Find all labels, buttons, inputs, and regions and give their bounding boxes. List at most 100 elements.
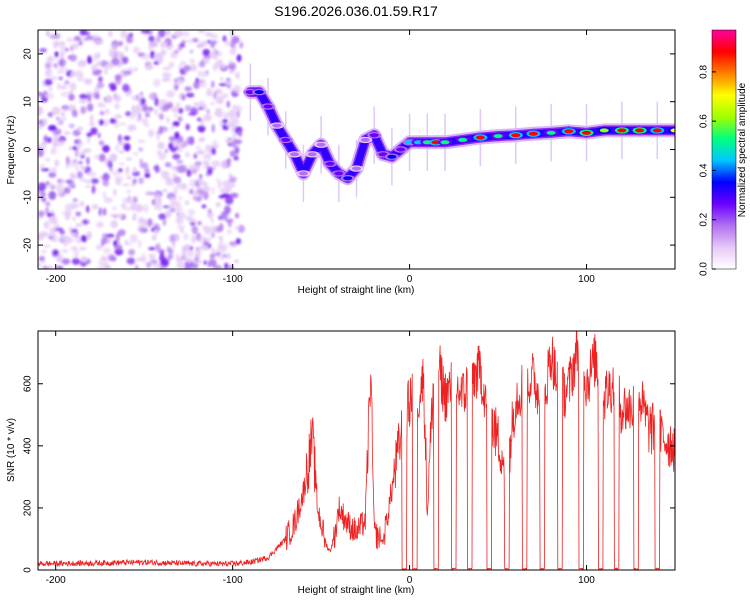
noise-speckle: [229, 30, 235, 38]
noise-speckle: [48, 183, 54, 188]
ridge-point: [413, 140, 423, 145]
x-tick-label: -200: [46, 575, 66, 586]
noise-speckle: [186, 136, 192, 144]
noise-speckle: [78, 40, 83, 46]
noise-speckle: [184, 86, 192, 92]
noise-speckle: [221, 243, 228, 252]
noise-speckle: [168, 136, 176, 142]
noise-speckle: [184, 200, 190, 206]
noise-speckle: [172, 121, 180, 127]
noise-speckle: [170, 125, 175, 130]
noise-speckle: [89, 114, 94, 123]
noise-speckle: [38, 255, 45, 262]
noise-speckle: [143, 204, 149, 213]
noise-speckle: [54, 141, 59, 148]
noise-speckle: [102, 145, 110, 153]
noise-speckle: [95, 62, 102, 67]
noise-speckle: [157, 141, 165, 150]
noise-speckle: [121, 183, 130, 187]
noise-speckle: [60, 41, 66, 46]
y-tick-label: 0: [23, 567, 34, 573]
noise-speckle: [56, 138, 63, 142]
ridge-point: [245, 90, 255, 95]
noise-speckle: [38, 106, 44, 115]
noise-speckle: [217, 180, 222, 189]
noise-speckle: [38, 142, 42, 147]
noise-speckle: [63, 242, 68, 247]
snr-y-label: SNR (10 * v/v): [6, 418, 17, 482]
noise-speckle: [228, 109, 236, 118]
noise-speckle: [176, 182, 185, 189]
noise-speckle: [80, 178, 86, 182]
noise-speckle: [65, 156, 70, 165]
ridge-point: [493, 134, 503, 139]
chart-title: S196.2026.036.01.59.R17: [274, 3, 438, 19]
noise-speckle: [233, 156, 239, 161]
noise-speckle: [180, 60, 187, 66]
noise-speckle: [176, 212, 180, 217]
noise-speckle: [159, 102, 163, 111]
noise-speckle: [224, 196, 234, 205]
noise-speckle: [56, 116, 60, 120]
ridge-point: [316, 142, 326, 147]
noise-speckle: [176, 160, 184, 164]
noise-speckle: [219, 77, 224, 82]
noise-speckle: [103, 197, 113, 204]
y-tick-label: 20: [23, 48, 34, 60]
noise-speckle: [201, 204, 207, 209]
noise-speckle: [77, 61, 86, 67]
colorbar-label: Normalized spectral amplitude: [737, 82, 748, 217]
noise-speckle: [153, 53, 162, 62]
colorbar: 0.0 0.2 0.4 0.6 0.8 Normalized spectral ampl…: [699, 29, 748, 276]
noise-speckle: [211, 248, 215, 253]
noise-speckle: [50, 238, 59, 242]
noise-speckle: [173, 50, 180, 54]
noise-speckle: [118, 122, 127, 126]
noise-speckle: [177, 107, 184, 114]
noise-speckle: [71, 232, 75, 238]
noise-speckle: [67, 55, 73, 60]
colorbar-tick-label: 0.0: [699, 262, 710, 276]
noise-speckle: [104, 174, 110, 180]
spectrogram-x-label: Height of straight line (km): [298, 285, 415, 296]
noise-speckle: [61, 106, 70, 112]
snr-frame: [37, 330, 676, 571]
noise-speckle: [213, 252, 222, 257]
noise-speckle: [183, 243, 191, 249]
noise-speckle: [128, 32, 134, 38]
noise-speckle: [38, 124, 44, 130]
noise-speckle: [67, 182, 76, 187]
noise-speckle: [75, 165, 79, 172]
noise-speckle: [125, 242, 133, 246]
noise-speckle: [211, 160, 221, 168]
noise-speckle: [185, 123, 190, 131]
noise-speckle: [218, 83, 227, 87]
noise-speckle: [141, 253, 146, 261]
noise-speckle: [94, 40, 98, 45]
noise-speckle: [214, 112, 219, 116]
noise-speckle: [46, 30, 50, 36]
colorbar-ticks: 0.0 0.2 0.4 0.6 0.8: [699, 64, 716, 276]
noise-speckle: [167, 255, 171, 261]
noise-speckle: [165, 30, 171, 37]
noise-speckle: [46, 56, 54, 64]
noise-speckle: [236, 54, 242, 62]
noise-speckle: [158, 213, 167, 220]
noise-speckle: [154, 97, 159, 107]
ridge-point: [387, 154, 397, 159]
noise-speckle: [137, 239, 142, 249]
colorbar-bar: [711, 29, 737, 270]
noise-speckle: [191, 169, 197, 175]
noise-speckle: [215, 96, 224, 105]
noise-speckle: [87, 103, 94, 112]
noise-speckle: [70, 45, 74, 52]
noise-speckle: [123, 197, 133, 204]
noise-speckle: [60, 111, 66, 118]
noise-speckle: [141, 53, 151, 60]
noise-speckle: [122, 56, 129, 64]
noise-speckle: [212, 48, 218, 55]
noise-speckle: [215, 59, 224, 68]
noise-speckle: [208, 258, 217, 267]
noise-speckle: [147, 218, 153, 227]
